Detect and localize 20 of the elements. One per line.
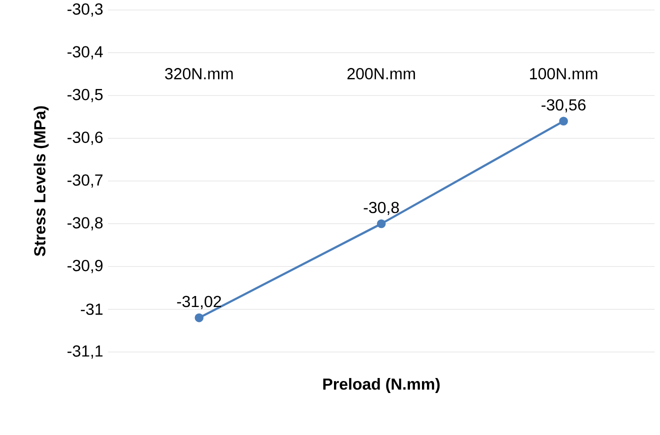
y-tick-label: -30,4	[68, 46, 103, 60]
x-axis-title: Preload (N.mm)	[323, 378, 440, 393]
point	[376, 219, 386, 228]
x-tick-label: 320N.mm	[165, 68, 233, 80]
y-tick-label: -30,7	[68, 174, 102, 188]
x-tick-label: 100N.mm	[530, 68, 598, 80]
y-tick-label: -30,6	[68, 132, 103, 145]
y-axis-title: Stress Levels (MPa)	[34, 106, 49, 256]
y-tick-label: -31	[80, 304, 103, 315]
point	[559, 116, 568, 126]
data-label: -30,8	[364, 202, 399, 216]
y-tick-label: -30,3	[68, 3, 103, 17]
y-tick-label: -30,9	[68, 260, 103, 274]
y-tick-label: -31,1	[68, 345, 103, 359]
point	[194, 313, 204, 322]
data-label: -31,02	[177, 296, 221, 310]
y-tick-label: -30,8	[68, 217, 103, 230]
y-tick-label: -30,5	[68, 88, 103, 102]
data-label: -30,56	[542, 99, 586, 112]
x-tick-label: 200N.mm	[347, 68, 415, 80]
